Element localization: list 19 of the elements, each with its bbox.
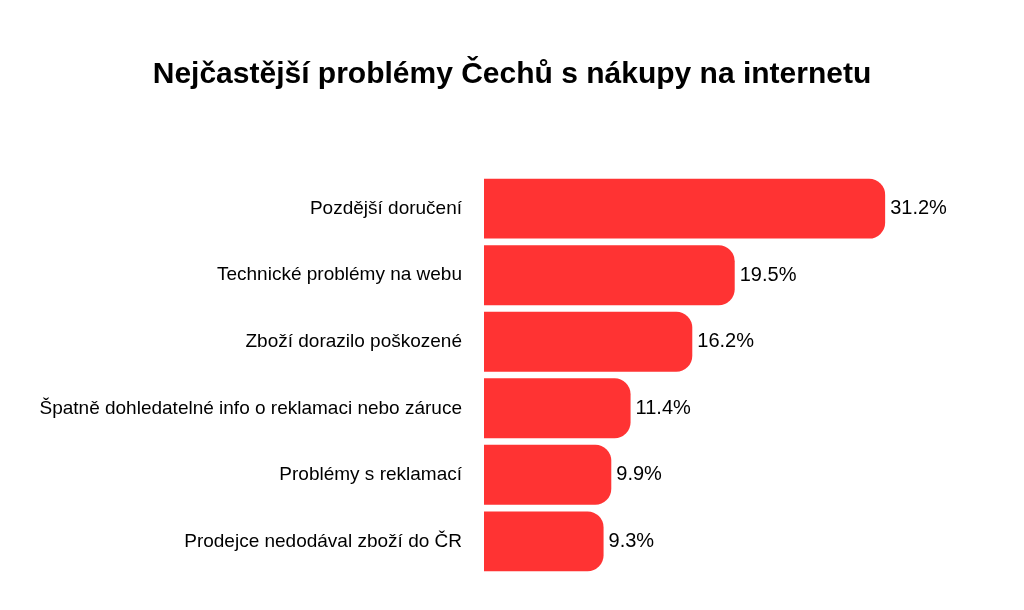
bar <box>484 444 612 505</box>
y-tick-label: Problémy s reklamací <box>279 463 463 485</box>
y-tick-label: Špatně dohledatelné info o reklamaci nebo záruce <box>39 396 462 418</box>
y-tick-label: Pozdější doručení <box>309 196 463 218</box>
data-label: 16.2% <box>697 329 755 352</box>
bar <box>484 178 886 239</box>
data-label: 31.2% <box>890 196 948 219</box>
bar <box>484 311 693 372</box>
data-label: 9.3% <box>608 528 655 551</box>
bar <box>484 378 631 439</box>
y-tick-label: Prodejce nedodával zboží do ČR <box>184 529 462 551</box>
y-tick-label: Technické problémy na webu <box>216 263 462 285</box>
data-label: 11.4% <box>635 395 692 418</box>
chart-title: Nejčastější problémy Čechů s nákupy na internetu <box>151 56 873 90</box>
bar <box>484 245 735 306</box>
data-label: 9.9% <box>616 462 663 485</box>
data-label: 19.5% <box>739 262 797 285</box>
y-tick-label: Zboží dorazilo poškozené <box>245 329 462 351</box>
bar <box>484 511 604 572</box>
